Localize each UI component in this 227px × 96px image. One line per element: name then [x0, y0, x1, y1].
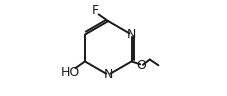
Text: N: N — [126, 28, 136, 41]
Text: O: O — [136, 59, 146, 72]
Text: HO: HO — [60, 65, 79, 79]
Text: F: F — [92, 4, 99, 17]
Text: N: N — [103, 68, 112, 81]
